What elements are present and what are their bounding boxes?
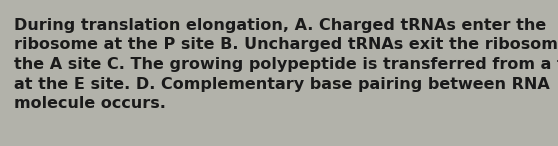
Text: at the E site. D. Complementary base pairing between RNA: at the E site. D. Complementary base pai… — [14, 77, 550, 92]
Text: During translation elongation, A. Charged tRNAs enter the: During translation elongation, A. Charge… — [14, 18, 546, 33]
Text: the A site C. The growing polypeptide is transferred from a tRNA: the A site C. The growing polypeptide is… — [14, 57, 558, 72]
Text: molecule occurs.: molecule occurs. — [14, 96, 166, 111]
Text: ribosome at the P site B. Uncharged tRNAs exit the ribosome at: ribosome at the P site B. Uncharged tRNA… — [14, 38, 558, 53]
